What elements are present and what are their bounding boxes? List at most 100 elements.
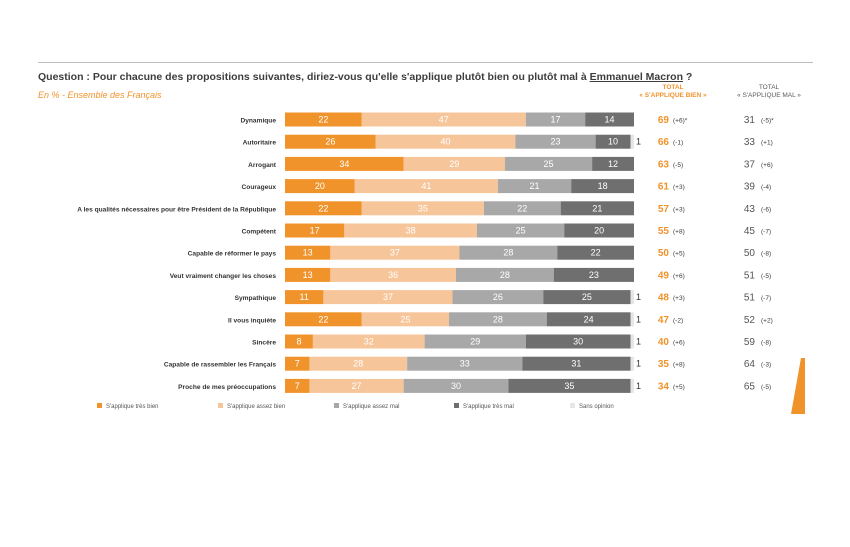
total-bad-change: (+2): [761, 317, 773, 324]
data-label: 1: [636, 137, 641, 147]
category-label: Autoritaire: [243, 140, 277, 147]
legend-label: S'applique assez bien: [227, 404, 285, 410]
bar-segment: [630, 356, 634, 371]
data-label: 1: [636, 314, 641, 324]
bar-segment: [330, 267, 457, 282]
total-bad-value: 33: [744, 137, 756, 148]
bar-segment: [630, 334, 634, 349]
data-label: 8: [296, 337, 301, 347]
data-label: 31: [571, 359, 581, 369]
header-bad-line2: « S'APPLIQUE MAL »: [737, 92, 801, 99]
data-label: 32: [364, 337, 374, 347]
total-good-change: (+3): [673, 295, 685, 302]
bar-segment: [525, 334, 631, 349]
bar-segment: [285, 179, 355, 194]
data-label: 23: [589, 270, 599, 280]
header-bad-line1: TOTAL: [758, 84, 780, 91]
total-good-change: (+3): [673, 206, 685, 213]
total-bad-value: 37: [744, 159, 756, 170]
bar-segment: [354, 179, 498, 194]
bar-segment: [375, 134, 516, 149]
header-good-line1: TOTAL: [662, 84, 684, 91]
bar-segment: [630, 134, 634, 149]
category-label: Dynamique: [240, 118, 276, 125]
legend-swatch: [218, 403, 223, 408]
total-bad-value: 64: [744, 359, 756, 370]
data-label: 34: [339, 159, 349, 169]
data-label: 26: [325, 137, 335, 147]
data-label: 29: [449, 159, 459, 169]
data-label: 22: [318, 203, 328, 213]
bar-segment: [592, 156, 634, 171]
category-label: Courageux: [242, 184, 277, 191]
total-bad-change: (-8): [761, 251, 771, 258]
total-good-change: (-1): [673, 140, 683, 147]
bar-segment: [525, 112, 586, 127]
total-good-change: (+5): [673, 384, 685, 391]
total-bad-value: 51: [744, 293, 756, 304]
total-bad-change: (-5): [761, 273, 771, 280]
total-bad-change: (-3): [761, 362, 771, 369]
data-label: 10: [608, 137, 618, 147]
category-label: Arrogant: [248, 162, 277, 169]
data-label: 37: [390, 248, 400, 258]
data-label: 41: [421, 181, 431, 191]
data-label: 20: [594, 226, 604, 236]
total-bad-value: 39: [744, 182, 756, 193]
bar-segment: [630, 378, 634, 393]
total-good-change: (+6)*: [673, 118, 688, 125]
bar-segment: [546, 312, 631, 327]
bar-segment: [571, 179, 634, 194]
bar-segment: [361, 112, 526, 127]
bar-segment: [323, 290, 453, 305]
total-bad-value: 50: [744, 248, 756, 259]
bar-segment: [312, 334, 425, 349]
category-label: Capable de rassembler les Français: [164, 362, 276, 369]
bar-segment: [508, 378, 631, 393]
data-label: 1: [636, 337, 641, 347]
data-label: 18: [598, 181, 608, 191]
bar-segment: [403, 378, 509, 393]
bar-segment: [285, 334, 313, 349]
orange-accent-shape: [791, 358, 805, 414]
category-label: A les qualités nécessaires pour être Pré…: [77, 206, 276, 213]
total-good-change: (+8): [673, 362, 685, 369]
data-label: 14: [605, 115, 615, 125]
legend-swatch: [570, 403, 575, 408]
total-good-value: 69: [658, 115, 670, 126]
data-label: 22: [318, 314, 328, 324]
legend-swatch: [97, 403, 102, 408]
data-label: 22: [318, 115, 328, 125]
header-total-bad: TOTAL « S'APPLIQUE MAL »: [728, 84, 810, 100]
total-good-change: (-2): [673, 317, 683, 324]
data-label: 21: [530, 181, 540, 191]
total-good-change: (-5): [673, 162, 683, 169]
data-label: 13: [303, 270, 313, 280]
data-label: 35: [418, 203, 428, 213]
total-bad-value: 45: [744, 226, 756, 237]
data-label: 30: [573, 337, 583, 347]
data-label: 21: [592, 203, 602, 213]
bar-segment: [285, 201, 362, 216]
total-good-value: 35: [658, 359, 670, 370]
bar-segment: [564, 223, 634, 238]
data-label: 25: [582, 292, 592, 302]
data-label: 29: [470, 337, 480, 347]
total-bad-value: 65: [744, 381, 756, 392]
data-label: 12: [608, 159, 618, 169]
total-bad-change: (-7): [761, 295, 771, 302]
data-label: 7: [295, 359, 300, 369]
legend-label: S'applique assez mal: [343, 404, 400, 410]
total-good-change: (+6): [673, 340, 685, 347]
category-label: Sympathique: [235, 295, 277, 302]
category-label: Il vous inquiète: [228, 317, 276, 324]
total-bad-value: 43: [744, 204, 756, 215]
question-subject: Emmanuel Macron: [589, 71, 683, 83]
data-label: 23: [550, 137, 560, 147]
total-bad-change: (-5): [761, 384, 771, 391]
bar-segment: [285, 223, 345, 238]
data-label: 1: [636, 292, 641, 302]
data-label: 7: [295, 381, 300, 391]
total-good-value: 55: [658, 226, 670, 237]
bar-segment: [309, 378, 404, 393]
